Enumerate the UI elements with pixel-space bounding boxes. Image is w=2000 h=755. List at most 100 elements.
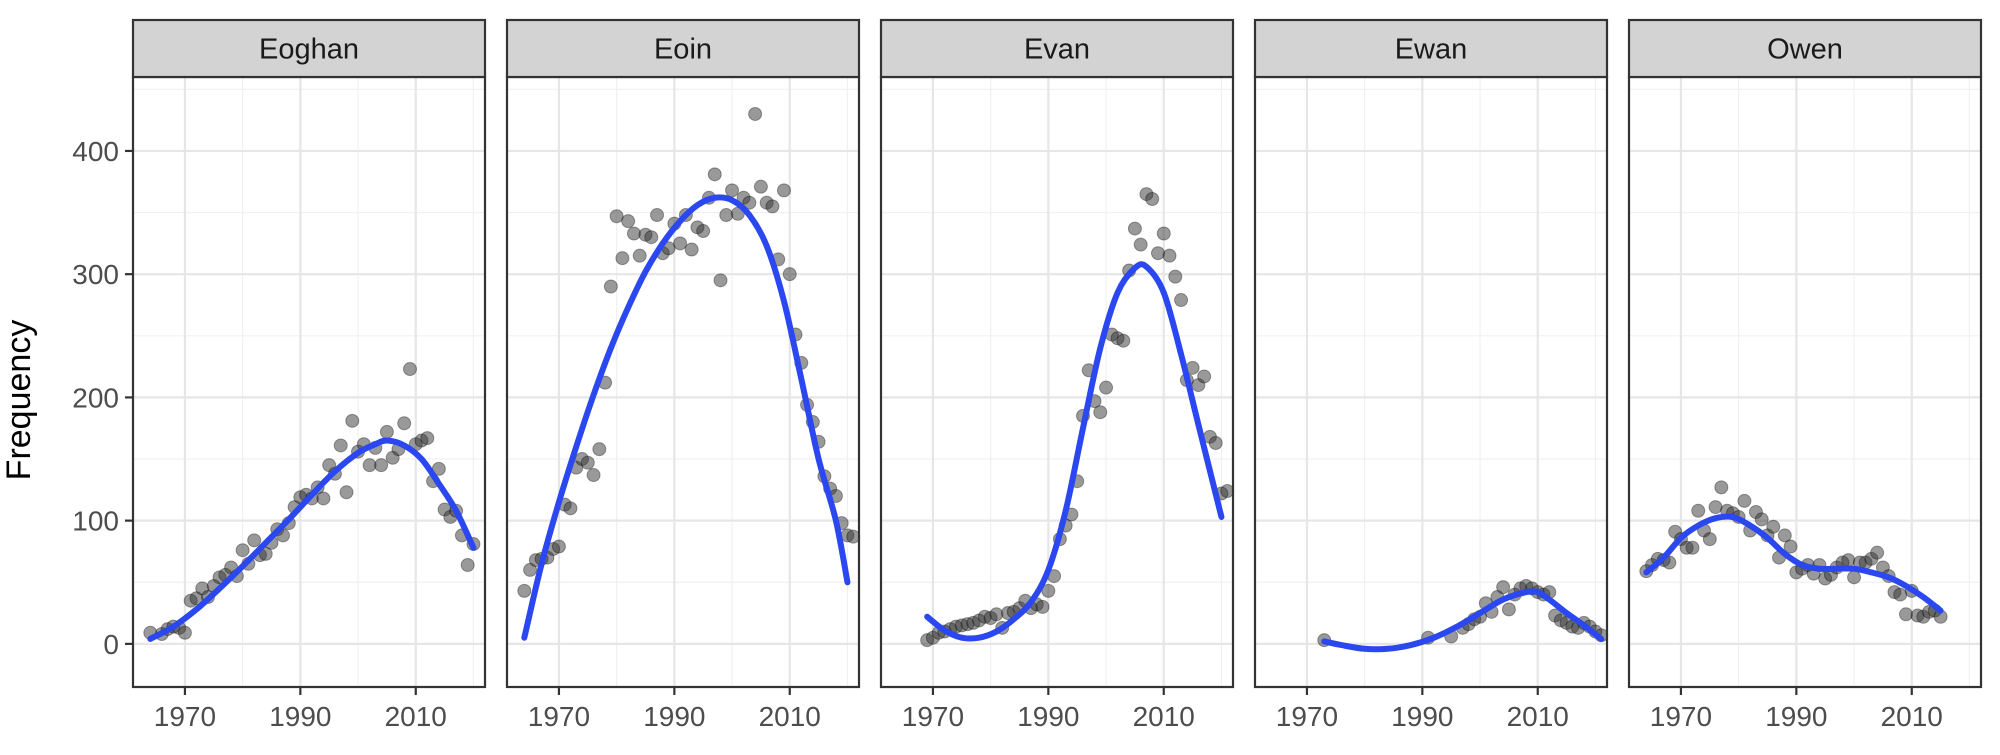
data-point bbox=[713, 273, 728, 288]
x-tick-label: 1970 bbox=[154, 701, 216, 732]
data-point bbox=[603, 279, 618, 294]
data-point bbox=[1150, 246, 1165, 261]
data-point bbox=[316, 491, 331, 506]
data-point bbox=[742, 195, 757, 210]
data-point bbox=[1714, 480, 1729, 495]
y-tick-label: 100 bbox=[72, 506, 119, 537]
data-point bbox=[1133, 237, 1148, 252]
data-point bbox=[1870, 545, 1885, 560]
data-point bbox=[1685, 540, 1700, 555]
data-point bbox=[748, 106, 763, 121]
data-point bbox=[753, 179, 768, 194]
data-point bbox=[1737, 493, 1752, 508]
panel-background bbox=[1255, 77, 1607, 687]
data-point bbox=[1127, 221, 1142, 236]
x-tick-label: 1990 bbox=[1765, 701, 1827, 732]
data-point bbox=[339, 485, 354, 500]
facet-strip-label: Evan bbox=[1024, 34, 1090, 66]
data-point bbox=[420, 431, 435, 446]
data-point bbox=[1174, 293, 1189, 308]
data-point bbox=[626, 226, 641, 241]
data-point bbox=[460, 558, 475, 572]
y-tick-label: 300 bbox=[72, 259, 119, 290]
data-point bbox=[177, 625, 192, 640]
x-tick-label: 2010 bbox=[1507, 701, 1569, 732]
data-point bbox=[765, 199, 780, 214]
data-point bbox=[333, 438, 348, 453]
facet-strip bbox=[131, 18, 487, 79]
x-tick-label: 1990 bbox=[1391, 701, 1453, 732]
smooth-line bbox=[147, 437, 477, 642]
data-point bbox=[644, 230, 659, 245]
facet-strip-label: Eoghan bbox=[259, 34, 359, 66]
data-point bbox=[1702, 532, 1717, 547]
data-point bbox=[1847, 570, 1862, 585]
data-point bbox=[1501, 602, 1516, 617]
facet-strip bbox=[1253, 18, 1609, 79]
data-point bbox=[379, 424, 394, 439]
smooth-line bbox=[924, 261, 1225, 642]
data-point bbox=[684, 242, 699, 257]
y-tick-label: 0 bbox=[103, 629, 119, 660]
data-point bbox=[719, 208, 734, 223]
facet-panel-eoin: Eoin 1970 1990 2010 bbox=[505, 18, 861, 732]
data-point bbox=[1893, 587, 1908, 602]
data-point bbox=[650, 208, 665, 223]
data-point bbox=[1093, 405, 1108, 420]
data-point bbox=[592, 442, 607, 457]
data-point bbox=[989, 607, 1004, 622]
data-point bbox=[1841, 553, 1856, 568]
data-point bbox=[1041, 583, 1056, 598]
data-point bbox=[1208, 436, 1223, 450]
x-tick-label: 2010 bbox=[1881, 701, 1943, 732]
x-tick-label: 1990 bbox=[643, 701, 705, 732]
facet-panel-ewan: Ewan 1970 1990 2010 bbox=[1253, 18, 1609, 732]
data-point bbox=[1496, 580, 1511, 595]
y-axis-label: Frequency bbox=[0, 320, 38, 481]
data-point bbox=[247, 533, 262, 548]
data-point bbox=[621, 214, 636, 229]
x-tick-label: 1990 bbox=[1017, 701, 1079, 732]
data-point bbox=[776, 183, 791, 198]
x-tick-label: 2010 bbox=[1133, 701, 1195, 732]
data-point bbox=[1145, 192, 1160, 206]
data-point bbox=[1162, 248, 1177, 263]
data-point bbox=[725, 183, 740, 198]
x-tick-label: 2010 bbox=[385, 701, 447, 732]
facet-panel-owen: Owen 1970 1990 2010 bbox=[1627, 18, 1983, 732]
data-point bbox=[1168, 269, 1183, 284]
y-tick-label: 400 bbox=[72, 136, 119, 167]
x-tick-label: 2010 bbox=[759, 701, 821, 732]
data-point bbox=[1708, 500, 1723, 515]
data-point bbox=[517, 583, 532, 598]
data-point bbox=[580, 455, 595, 470]
data-point bbox=[707, 167, 722, 182]
data-point bbox=[345, 413, 360, 428]
data-point bbox=[696, 224, 711, 239]
data-point bbox=[782, 267, 797, 282]
data-point bbox=[586, 468, 601, 483]
data-point bbox=[523, 562, 538, 577]
facet-panel-eoghan: Eoghan 1970 1990 2010 0 100 200 300 400 bbox=[72, 18, 487, 732]
data-point bbox=[1099, 380, 1114, 395]
data-point bbox=[1898, 607, 1913, 622]
x-tick-label: 1970 bbox=[1650, 701, 1712, 732]
data-point bbox=[1691, 503, 1706, 518]
data-point bbox=[551, 539, 566, 554]
data-point bbox=[615, 251, 630, 266]
data-point bbox=[1197, 369, 1212, 384]
smooth-line bbox=[1321, 588, 1605, 653]
x-tick-label: 1970 bbox=[528, 701, 590, 732]
panel-background bbox=[1629, 77, 1981, 687]
data-point bbox=[397, 416, 412, 431]
data-point bbox=[402, 362, 417, 377]
data-point bbox=[846, 529, 861, 544]
facet-strip bbox=[1627, 18, 1983, 79]
facet-strip-label: Eoin bbox=[654, 34, 712, 66]
facet-strip-label: Ewan bbox=[1395, 34, 1468, 66]
data-point bbox=[374, 458, 389, 473]
data-point bbox=[632, 248, 647, 263]
data-point bbox=[609, 209, 624, 224]
